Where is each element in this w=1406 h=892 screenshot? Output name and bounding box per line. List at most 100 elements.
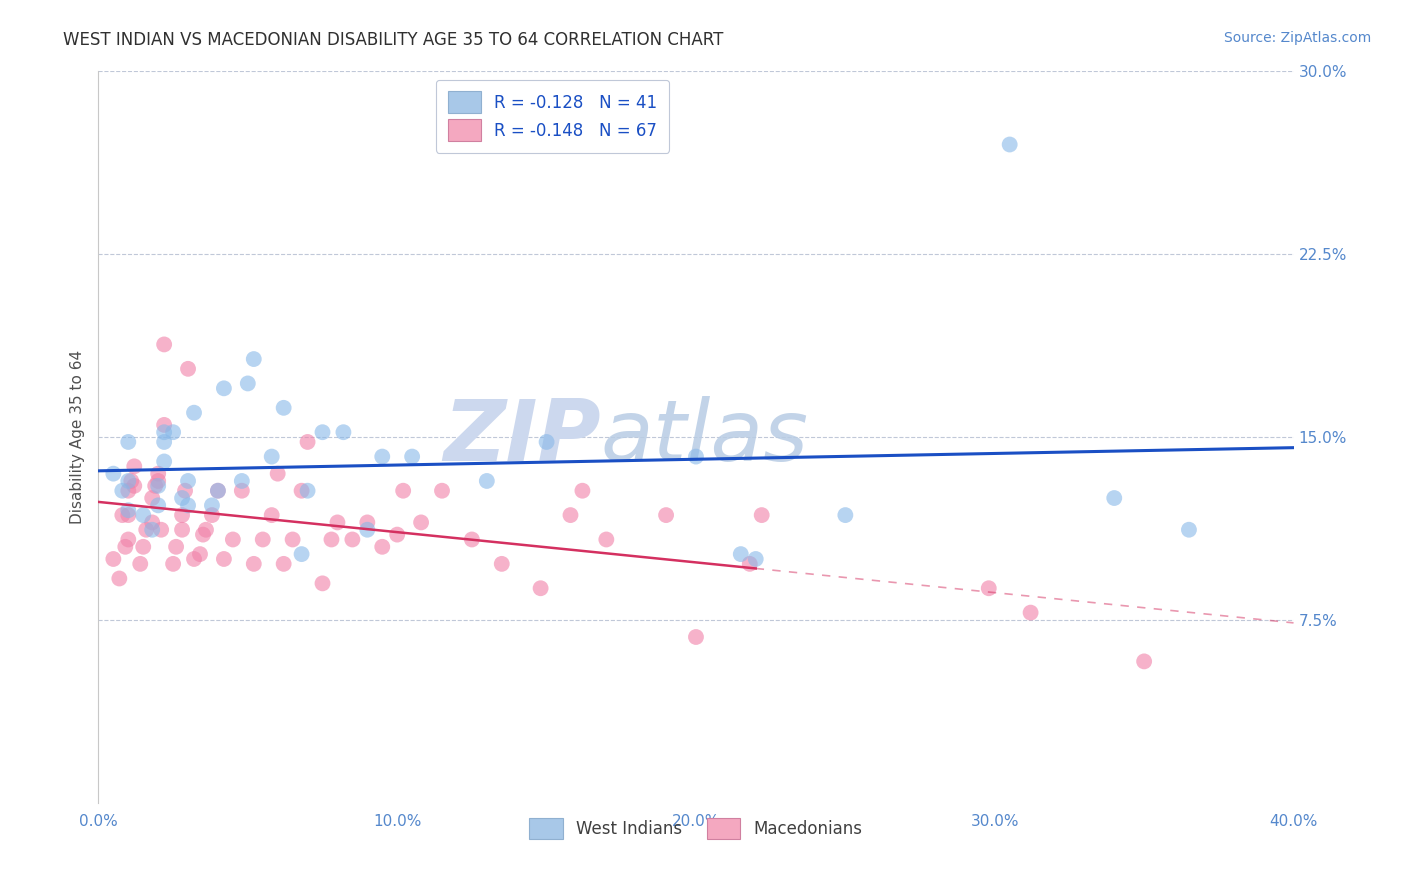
Point [153, 454, 176, 468]
Point [148, 479, 170, 493]
Point [834, 508, 856, 522]
Point [188, 547, 211, 561]
Point [111, 508, 134, 522]
Point [1133, 654, 1156, 668]
Point [153, 417, 176, 432]
Point [172, 523, 194, 537]
Point [177, 361, 200, 376]
Point [321, 533, 343, 547]
Point [685, 450, 707, 464]
Point [571, 483, 593, 498]
Point [401, 450, 423, 464]
Point [212, 552, 235, 566]
Point [291, 483, 314, 498]
Point [135, 523, 157, 537]
Point [195, 523, 218, 537]
Point [148, 467, 170, 481]
Point [207, 483, 229, 498]
Y-axis label: Disability Age 35 to 64: Disability Age 35 to 64 [69, 350, 84, 524]
Point [461, 533, 484, 547]
Point [141, 516, 163, 530]
Point [117, 474, 139, 488]
Point [148, 474, 170, 488]
Point [207, 483, 229, 498]
Point [475, 474, 498, 488]
Point [536, 434, 558, 449]
Point [530, 581, 553, 595]
Point [191, 527, 214, 541]
Point [281, 533, 304, 547]
Point [371, 450, 394, 464]
Point [977, 581, 1000, 595]
Point [201, 508, 224, 522]
Point [143, 479, 166, 493]
Point [114, 540, 136, 554]
Point [1019, 606, 1042, 620]
Point [212, 381, 235, 395]
Point [491, 557, 513, 571]
Point [172, 508, 194, 522]
Legend: West Indians, Macedonians: West Indians, Macedonians [523, 811, 869, 846]
Point [150, 523, 173, 537]
Point [273, 557, 295, 571]
Point [243, 557, 266, 571]
Point [231, 483, 253, 498]
Point [311, 576, 333, 591]
Point [595, 533, 617, 547]
Point [430, 483, 453, 498]
Point [1104, 491, 1126, 505]
Point [183, 552, 205, 566]
Point [267, 467, 290, 481]
Text: ZIP: ZIP [443, 395, 600, 479]
Point [1178, 523, 1201, 537]
Point [311, 425, 333, 440]
Text: atlas: atlas [600, 395, 808, 479]
Point [385, 527, 409, 541]
Point [165, 540, 187, 554]
Point [685, 630, 707, 644]
Point [141, 491, 163, 505]
Point [117, 503, 139, 517]
Point [148, 499, 170, 513]
Point [183, 406, 205, 420]
Point [201, 499, 224, 513]
Point [332, 425, 354, 440]
Point [103, 467, 125, 481]
Point [356, 523, 378, 537]
Point [120, 474, 142, 488]
Point [117, 434, 139, 449]
Point [172, 491, 194, 505]
Point [560, 508, 582, 522]
Point [177, 499, 200, 513]
Point [998, 137, 1021, 152]
Point [342, 533, 364, 547]
Point [117, 533, 139, 547]
Point [356, 516, 378, 530]
Point [111, 483, 134, 498]
Point [132, 508, 155, 522]
Point [132, 540, 155, 554]
Point [297, 483, 319, 498]
Point [162, 557, 184, 571]
Point [162, 425, 184, 440]
Point [124, 479, 146, 493]
Point [231, 474, 253, 488]
Point [297, 434, 319, 449]
Point [129, 557, 152, 571]
Point [326, 516, 349, 530]
Point [117, 508, 139, 522]
Point [411, 516, 433, 530]
Point [730, 547, 752, 561]
Point [222, 533, 245, 547]
Point [153, 425, 176, 440]
Point [260, 508, 283, 522]
Point [236, 376, 259, 391]
Point [177, 474, 200, 488]
Point [738, 557, 761, 571]
Point [745, 552, 768, 566]
Point [108, 572, 131, 586]
Point [260, 450, 283, 464]
Point [252, 533, 274, 547]
Text: Source: ZipAtlas.com: Source: ZipAtlas.com [1223, 31, 1371, 45]
Point [655, 508, 678, 522]
